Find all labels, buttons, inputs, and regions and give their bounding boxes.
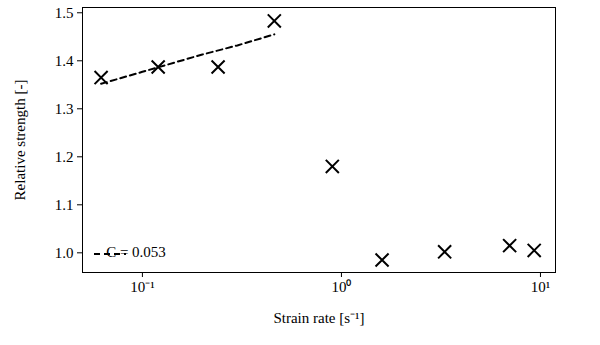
svg-text:1.5: 1.5 bbox=[55, 5, 74, 21]
svg-text:1.0: 1.0 bbox=[55, 245, 74, 261]
svg-text:10¹: 10¹ bbox=[531, 279, 551, 295]
svg-text:Relative strength [-]: Relative strength [-] bbox=[12, 80, 28, 201]
svg-text:10⁻¹: 10⁻¹ bbox=[130, 279, 155, 295]
svg-text:Strain rate [s⁻¹]: Strain rate [s⁻¹] bbox=[273, 310, 364, 326]
svg-text:C = 0.053: C = 0.053 bbox=[106, 244, 166, 260]
svg-text:1.4: 1.4 bbox=[55, 53, 74, 69]
svg-text:1.3: 1.3 bbox=[55, 101, 74, 117]
svg-text:1.2: 1.2 bbox=[55, 149, 74, 165]
svg-text:10⁰: 10⁰ bbox=[331, 279, 351, 295]
svg-text:1.1: 1.1 bbox=[55, 197, 74, 213]
